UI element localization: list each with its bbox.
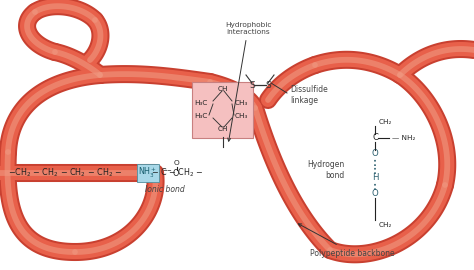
Text: S: S [265,80,271,89]
Text: O: O [174,160,180,166]
Text: $-$CH$_2$ $-$ CH$_2$ $-$ CH$_2$ $-$ CH$_2$ $-$: $-$CH$_2$ $-$ CH$_2$ $-$ CH$_2$ $-$ CH$_… [8,167,122,179]
Text: Dissulfide
linkage: Dissulfide linkage [290,85,328,105]
Text: $^{-\!-}$O: $^{-\!-}$O [162,167,181,178]
Text: CH₂: CH₂ [379,222,392,228]
Text: H₃C: H₃C [195,100,208,106]
Text: — NH₂: — NH₂ [392,135,415,141]
Text: Hydrogen
bond: Hydrogen bond [308,160,345,180]
Text: S: S [249,80,255,89]
Text: Hydrophobic
interactions: Hydrophobic interactions [225,22,271,141]
Text: CH: CH [218,86,228,92]
Text: CH₃: CH₃ [235,113,248,119]
Text: O: O [372,190,378,198]
Text: CH₂: CH₂ [379,119,392,125]
Text: O: O [372,150,378,158]
Text: Polypeptide backbone: Polypeptide backbone [299,224,395,258]
Text: H: H [372,174,378,183]
FancyBboxPatch shape [192,82,254,137]
Text: CH: CH [218,126,228,132]
Text: Ionic bond: Ionic bond [145,185,185,194]
Text: H₃C: H₃C [195,113,208,119]
Text: CH₃: CH₃ [235,100,248,106]
Text: NH$_3^+$: NH$_3^+$ [138,166,157,180]
Text: $-$ C $-$ CH$_2$ $-$: $-$ C $-$ CH$_2$ $-$ [151,167,203,179]
Text: C: C [372,133,378,143]
